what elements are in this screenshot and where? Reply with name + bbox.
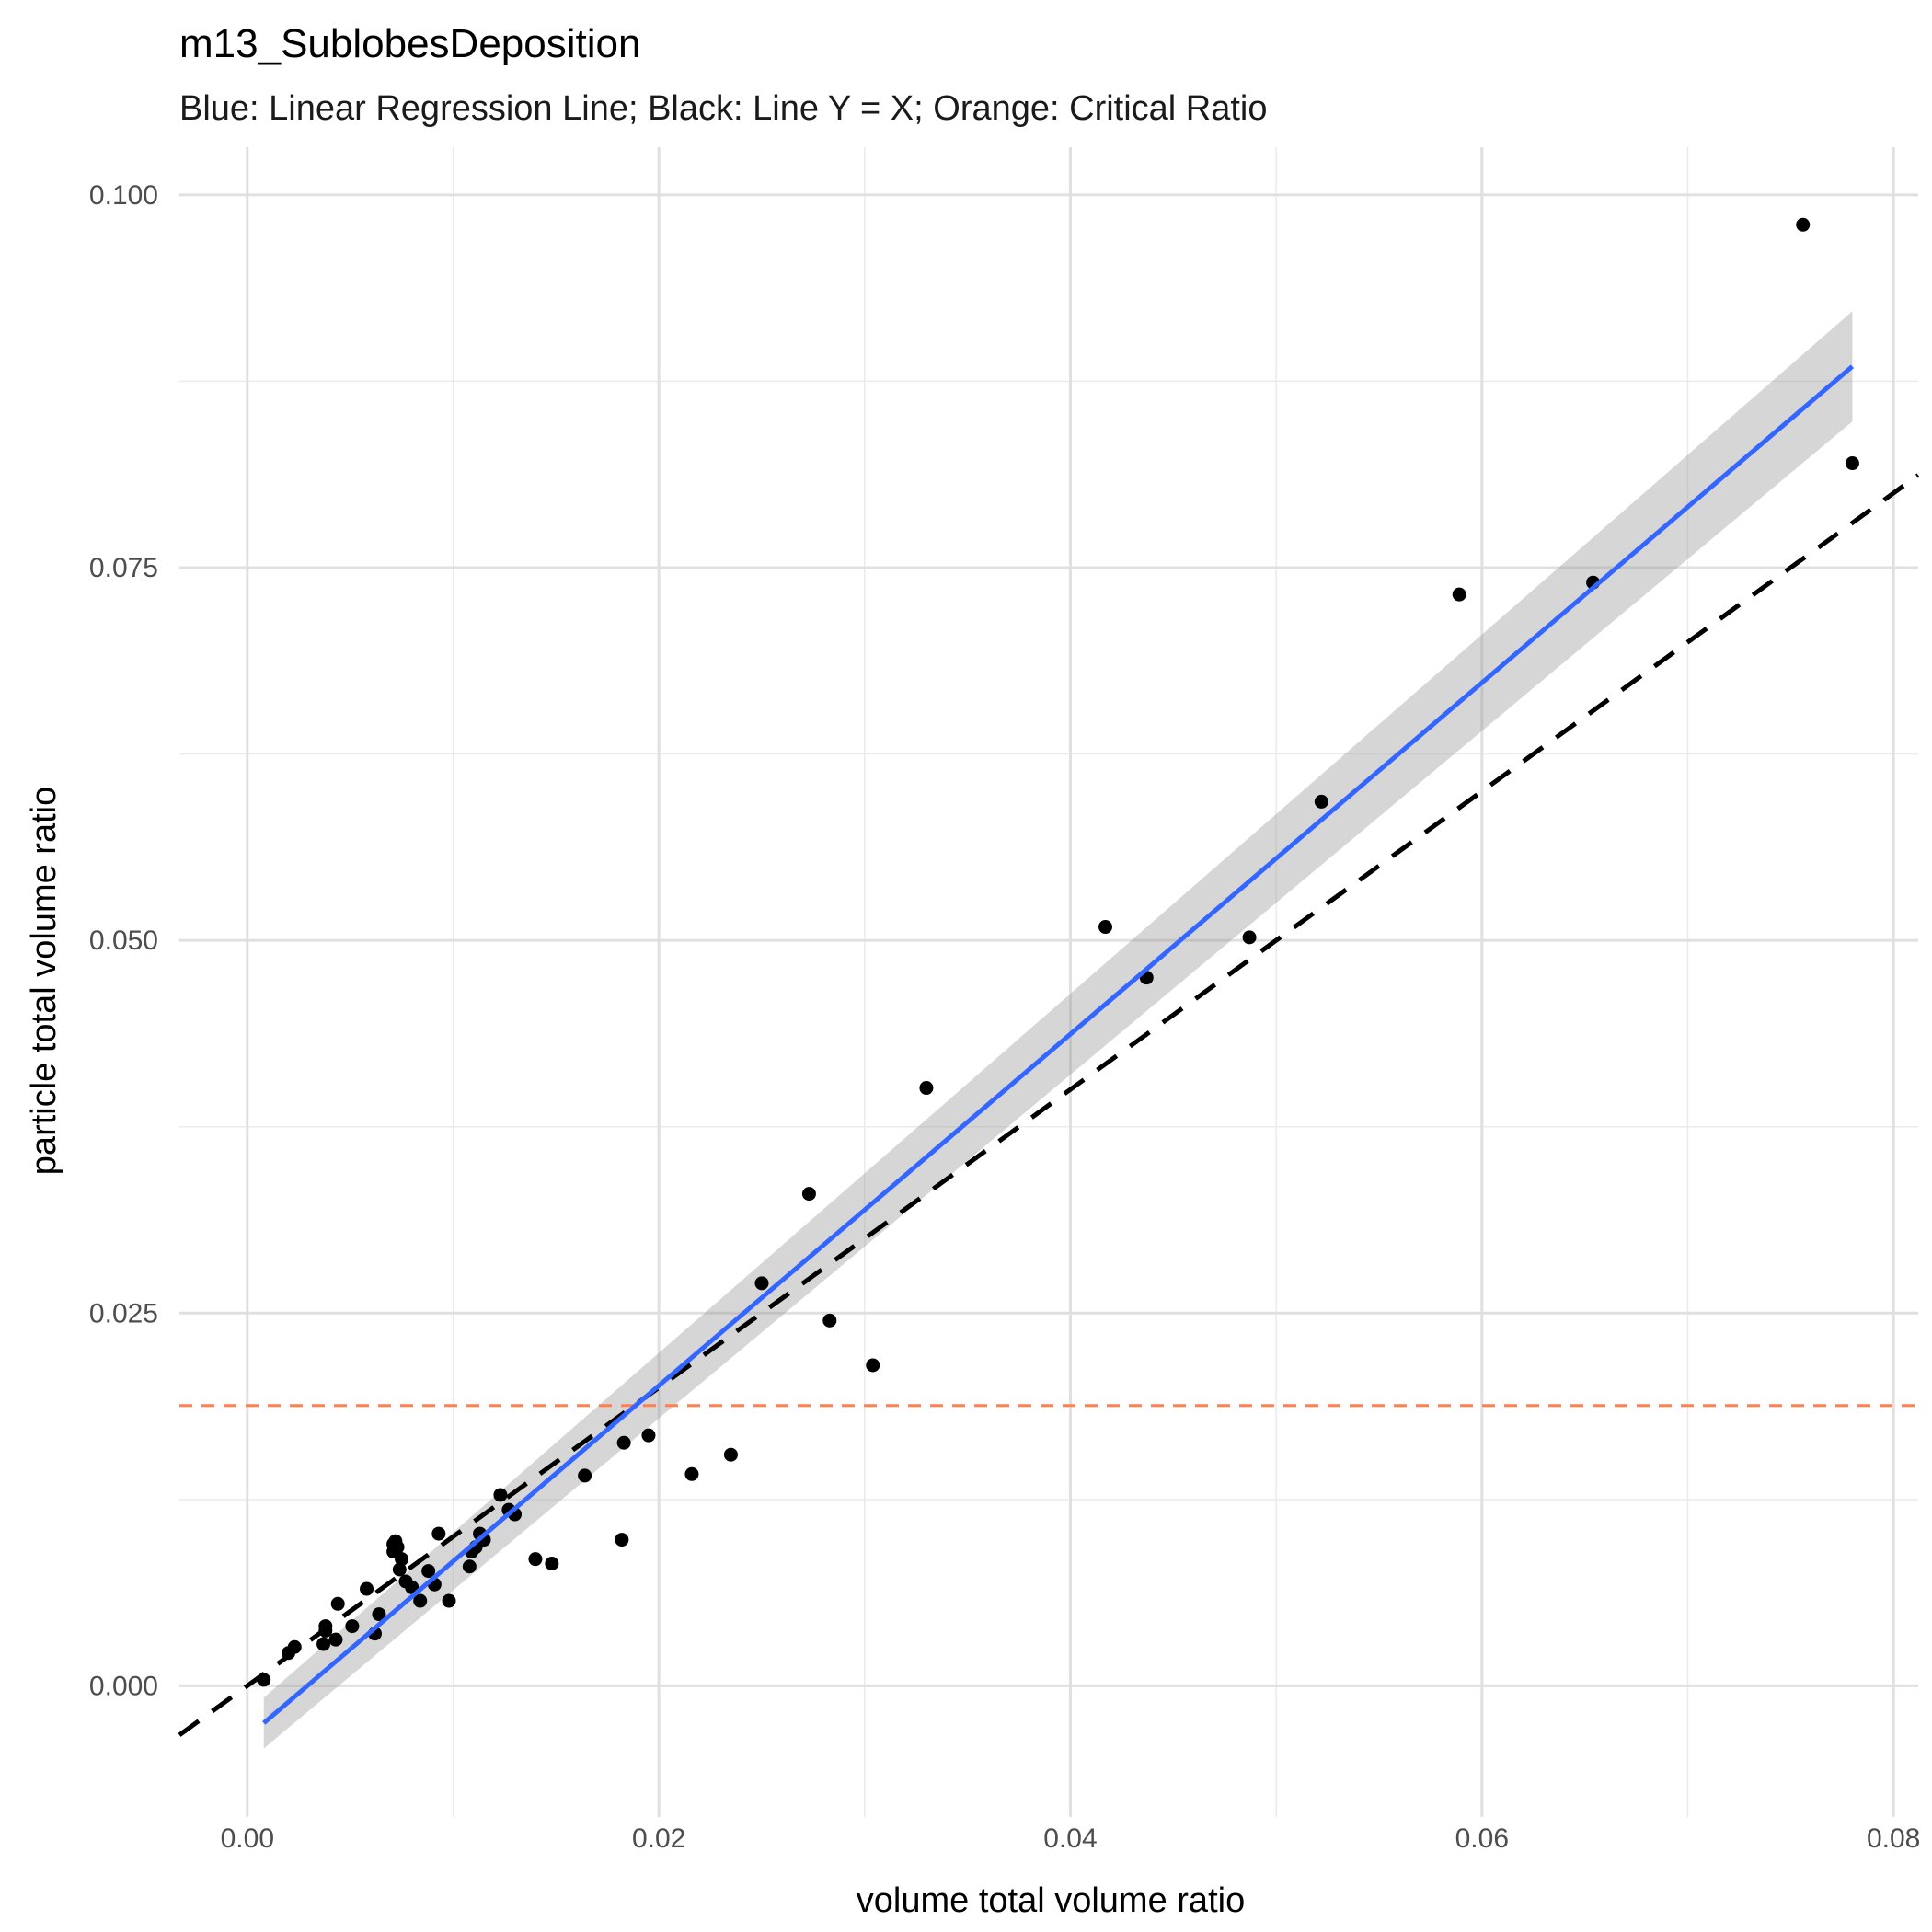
- regression-line-layer: [262, 364, 1855, 1725]
- y-tick-label: 0.025: [89, 1298, 158, 1328]
- data-point: [616, 1435, 631, 1450]
- reference-lines-layer: [178, 473, 1920, 1737]
- chart-subtitle: Blue: Linear Regression Line; Black: Lin…: [179, 89, 1268, 128]
- data-point: [330, 1596, 345, 1611]
- identity-line: [178, 473, 1920, 1737]
- data-point: [641, 1428, 656, 1443]
- data-point: [413, 1593, 428, 1608]
- x-tick-label: 0.08: [1867, 1823, 1920, 1854]
- x-tick-label: 0.06: [1455, 1823, 1509, 1854]
- y-tick-label: 0.000: [89, 1671, 158, 1701]
- data-point: [493, 1488, 508, 1502]
- data-point: [723, 1447, 738, 1462]
- data-point: [1098, 920, 1113, 935]
- data-point: [866, 1358, 880, 1373]
- data-points-layer: [257, 217, 1859, 1687]
- data-point: [822, 1313, 837, 1328]
- data-point: [528, 1552, 543, 1567]
- data-point: [442, 1593, 456, 1608]
- data-point: [360, 1581, 374, 1596]
- data-point: [754, 1276, 769, 1291]
- data-point: [684, 1466, 699, 1481]
- data-point: [287, 1639, 302, 1654]
- data-point: [1314, 794, 1328, 809]
- x-axis-title: volume total volume ratio: [857, 1881, 1245, 1920]
- confidence-band: [263, 311, 1853, 1749]
- data-point: [1452, 587, 1466, 602]
- x-tick-label: 0.02: [632, 1823, 685, 1854]
- data-point: [431, 1526, 446, 1541]
- y-axis-title: particle total volume ratio: [25, 787, 63, 1175]
- y-axis-tick-labels: 0.000 0.025 0.050 0.075 0.100: [89, 180, 158, 1702]
- data-point: [318, 1619, 333, 1634]
- data-point: [1845, 456, 1859, 471]
- x-tick-label: 0.04: [1043, 1823, 1097, 1854]
- data-point: [372, 1607, 386, 1622]
- minor-gridlines: [179, 147, 1918, 1817]
- x-tick-label: 0.00: [221, 1823, 274, 1854]
- major-gridlines: [179, 147, 1918, 1817]
- data-point: [257, 1673, 271, 1687]
- data-point: [545, 1557, 559, 1571]
- y-tick-label: 0.075: [89, 553, 158, 583]
- data-point: [421, 1564, 436, 1579]
- data-point: [395, 1552, 409, 1567]
- chart-title: m13_SublobesDeposition: [179, 21, 640, 66]
- data-point: [615, 1533, 629, 1547]
- data-point: [1242, 930, 1257, 945]
- data-point: [316, 1637, 331, 1651]
- data-point: [462, 1559, 477, 1574]
- y-tick-label: 0.100: [89, 180, 158, 211]
- data-point: [578, 1468, 592, 1483]
- data-point: [390, 1540, 405, 1555]
- y-tick-label: 0.050: [89, 926, 158, 956]
- data-point: [919, 1081, 934, 1096]
- x-axis-tick-labels: 0.00 0.02 0.04 0.06 0.08: [221, 1823, 1921, 1854]
- data-point: [801, 1187, 816, 1202]
- data-point: [392, 1562, 407, 1577]
- confidence-band-layer: [263, 311, 1853, 1749]
- data-point: [1796, 217, 1811, 232]
- data-point: [345, 1619, 360, 1634]
- regression-line: [262, 364, 1855, 1725]
- data-point: [328, 1632, 343, 1647]
